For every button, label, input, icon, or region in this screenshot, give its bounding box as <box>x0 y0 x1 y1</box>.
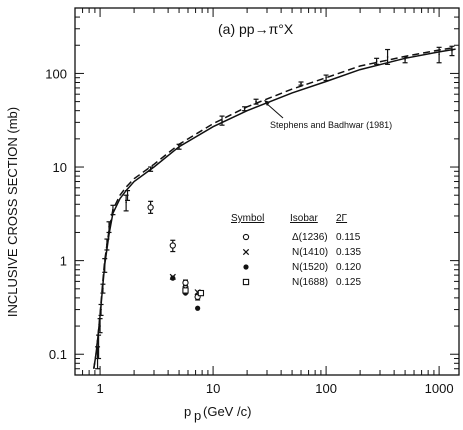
marker-cross-b <box>242 248 250 256</box>
marker-open-square <box>197 289 205 297</box>
legend-row: N(1688) 0.125 <box>242 277 361 288</box>
data-point <box>103 264 106 266</box>
data-point <box>451 49 453 52</box>
data-point <box>125 201 127 204</box>
data-point <box>243 107 246 110</box>
data-point-open-circle <box>169 242 176 249</box>
legend-width: 0.115 <box>336 232 361 243</box>
y-axis-title: INCLUSIVE CROSS SECTION (mb) <box>5 107 20 317</box>
x-tick-label: 100 <box>315 381 337 396</box>
annotation-text: Stephens and Badhwar (1981) <box>270 120 392 130</box>
data-point <box>112 208 114 211</box>
data-point <box>255 100 257 103</box>
annotation-arrow-line <box>265 102 284 119</box>
data-point <box>325 76 327 79</box>
legend-header-isobar: Isobar <box>290 213 318 224</box>
data-point <box>106 243 108 245</box>
x-tick-label: 10 <box>206 381 220 396</box>
legend: Symbol Isobar 2Γ Δ(1236) 0.115 N(1410) 0.13… <box>231 213 361 288</box>
data-point <box>221 120 223 122</box>
x-tick-label: 1000 <box>425 381 454 396</box>
legend-row: Δ(1236) 0.115 <box>242 232 361 243</box>
y-tick-label: 100 <box>45 66 67 81</box>
marker-filled-circle <box>195 305 201 311</box>
annotation-arrowhead <box>264 100 270 106</box>
legend-row: N(1410) 0.135 <box>242 247 361 258</box>
legend-width: 0.135 <box>336 247 361 258</box>
y-tick-label: 10 <box>53 160 67 175</box>
legend-isobar: N(1520) <box>292 262 328 273</box>
legend-width: 0.120 <box>336 262 361 273</box>
legend-header-width: 2Γ <box>336 213 348 224</box>
legend-header-symbol: Symbol <box>231 213 264 224</box>
data-point <box>149 168 152 170</box>
marker-filled-circle <box>243 264 249 270</box>
data-point <box>99 325 101 327</box>
data-point-filled-circle <box>195 305 201 311</box>
data-points <box>95 45 455 370</box>
marker-open-square <box>182 287 189 294</box>
legend-symbol <box>243 264 249 270</box>
marker-open-square <box>242 278 250 286</box>
data-point <box>126 194 129 197</box>
data-point <box>108 225 110 228</box>
axis-ticks <box>74 7 459 376</box>
legend-row: N(1520) 0.120 <box>243 262 361 273</box>
data-point <box>97 346 100 348</box>
y-tick-label: 0.1 <box>49 347 67 362</box>
legend-symbol <box>242 278 250 286</box>
x-axis-title: p p (GeV /c) <box>184 404 251 423</box>
data-point-open-circle <box>182 279 189 286</box>
marker-open-circle <box>169 242 176 249</box>
legend-symbol <box>242 233 250 241</box>
data-point <box>375 60 378 63</box>
x-axis-title-main: p <box>184 404 191 419</box>
marker-filled-circle <box>170 275 176 281</box>
data-point-open-square <box>182 287 189 294</box>
data-point <box>438 53 440 56</box>
data-point-open-square <box>197 289 205 297</box>
x-axis-title-units: (GeV /c) <box>203 404 251 419</box>
y-tick-label: 1 <box>60 254 67 269</box>
dashed-curve <box>93 46 456 369</box>
x-tick-label: 1 <box>96 381 103 396</box>
plot-border <box>74 7 460 376</box>
axis-tick-labels: 1 10 100 1000 0.1 1 10 100 <box>45 66 453 396</box>
legend-isobar: N(1410) <box>292 247 328 258</box>
data-point <box>300 82 302 85</box>
chart-title: (a) pp→π°X <box>218 21 294 37</box>
legend-rows: Δ(1236) 0.115 N(1410) 0.135 N(1520) 0.120 N(16… <box>242 232 361 288</box>
marker-open-circle <box>182 279 189 286</box>
data-point <box>102 288 104 290</box>
marker-open-circle <box>242 233 250 241</box>
marker-open-circle <box>147 204 154 211</box>
legend-isobar: Δ(1236) <box>292 232 328 243</box>
data-point-open-circle <box>147 204 154 211</box>
legend-width: 0.125 <box>336 277 361 288</box>
data-point-filled-circle <box>170 275 176 281</box>
plot-frame <box>74 7 460 376</box>
x-axis-title-sub: p <box>194 408 201 423</box>
data-point <box>404 58 406 61</box>
legend-symbol <box>242 248 250 256</box>
data-point <box>100 308 102 311</box>
annotation: Stephens and Badhwar (1981) <box>264 100 392 130</box>
legend-isobar: N(1688) <box>292 277 328 288</box>
data-point <box>178 145 180 148</box>
data-point <box>386 56 389 58</box>
